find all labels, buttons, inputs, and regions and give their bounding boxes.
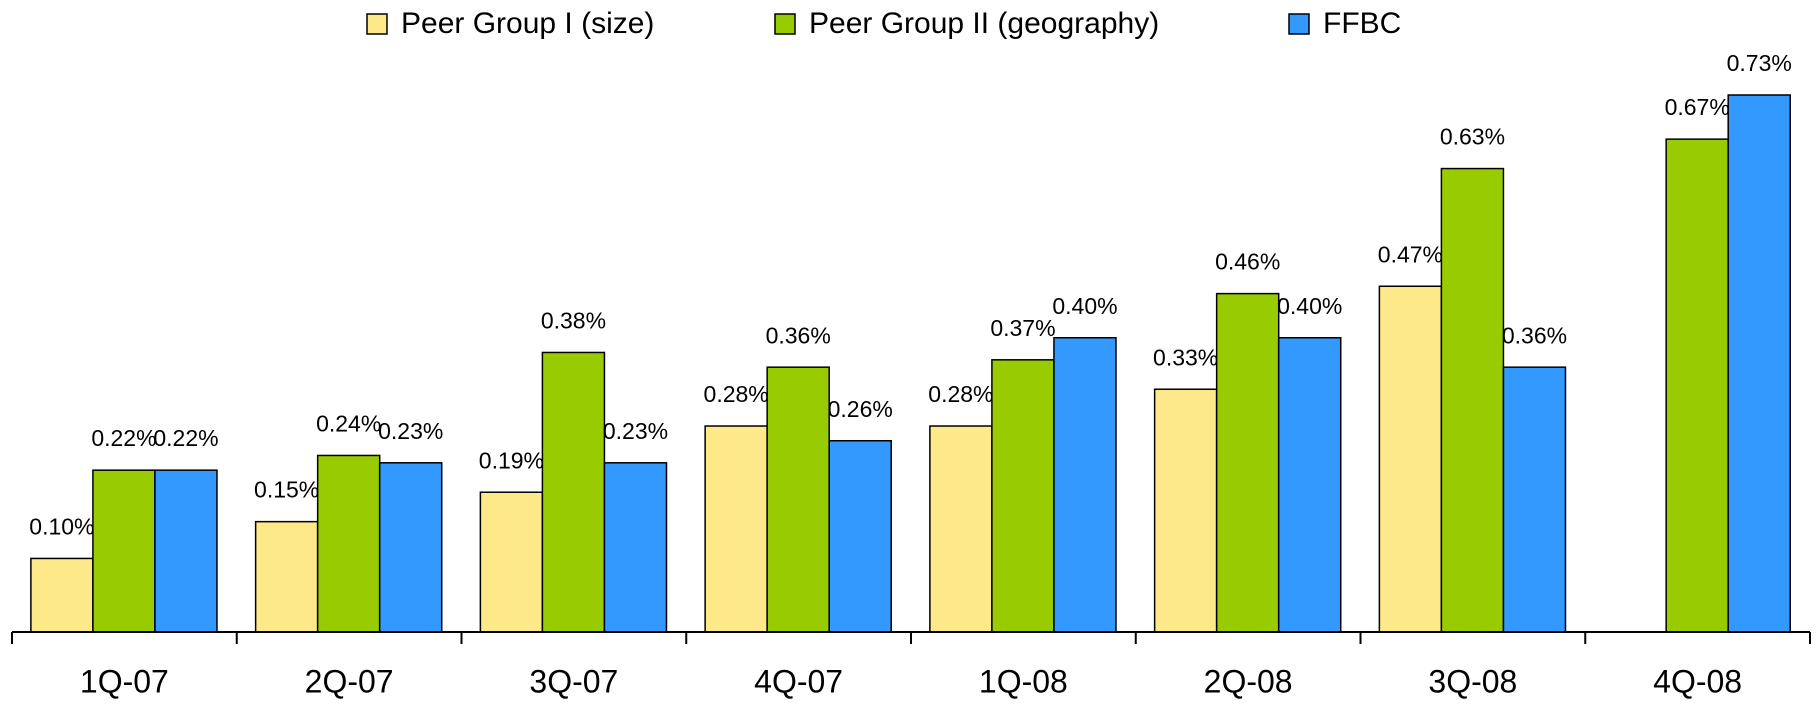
bar <box>479 491 544 633</box>
value-label: 0.26% <box>828 396 893 422</box>
bar <box>1153 388 1218 633</box>
bar <box>1502 366 1567 633</box>
bar <box>1665 138 1729 633</box>
bar <box>1277 337 1342 633</box>
x-tick-label: 4Q-07 <box>754 663 843 699</box>
value-label: 0.40% <box>1277 293 1342 319</box>
value-label: 0.38% <box>541 308 606 334</box>
value-label: 0.40% <box>1052 293 1117 319</box>
bar <box>704 425 768 633</box>
x-tick-label: 3Q-08 <box>1428 663 1517 699</box>
x-tick-label: 3Q-07 <box>529 663 618 699</box>
value-label: 0.36% <box>766 322 831 348</box>
value-label: 0.10% <box>29 514 94 540</box>
bar <box>254 520 319 633</box>
value-label: 0.36% <box>1502 322 1567 348</box>
value-label: 0.23% <box>378 418 443 444</box>
value-label: 0.63% <box>1440 124 1505 150</box>
legend-label: FFBC <box>1323 7 1401 40</box>
bar <box>316 454 381 633</box>
x-tick-label: 1Q-07 <box>80 663 169 699</box>
legend-swatch <box>366 13 388 35</box>
bar <box>766 366 830 633</box>
bar <box>541 351 606 633</box>
value-label: 0.73% <box>1727 50 1792 76</box>
value-label: 0.19% <box>479 447 544 473</box>
value-label: 0.22% <box>153 425 218 451</box>
value-label: 0.24% <box>316 411 381 437</box>
legend-swatch <box>1288 13 1310 35</box>
legend-label: Peer Group I (size) <box>401 7 654 40</box>
bar <box>30 557 94 633</box>
bar <box>991 359 1055 633</box>
bar <box>1378 285 1443 633</box>
value-label: 0.15% <box>254 477 319 503</box>
value-label: 0.67% <box>1665 94 1730 120</box>
bar <box>1215 292 1280 633</box>
legend-label: Peer Group II (geography) <box>809 7 1159 40</box>
bar <box>154 469 218 633</box>
x-tick-label: 2Q-07 <box>305 663 394 699</box>
bar <box>378 462 443 633</box>
x-tick-label: 4Q-08 <box>1653 663 1742 699</box>
bar <box>1727 94 1791 633</box>
value-label: 0.33% <box>1153 344 1218 370</box>
x-tick-label: 2Q-08 <box>1204 663 1293 699</box>
x-tick-label: 1Q-08 <box>979 663 1068 699</box>
bar <box>603 462 668 633</box>
value-label: 0.23% <box>603 418 668 444</box>
value-label: 0.47% <box>1378 241 1443 267</box>
bar <box>929 425 993 633</box>
bar <box>1053 337 1117 633</box>
value-label: 0.28% <box>928 381 993 407</box>
bar <box>92 469 156 633</box>
value-label: 0.28% <box>704 381 769 407</box>
bar <box>1440 167 1505 633</box>
bar <box>828 439 892 633</box>
value-label: 0.46% <box>1215 249 1280 275</box>
value-label: 0.37% <box>990 315 1055 341</box>
legend-swatch <box>774 13 796 35</box>
value-label: 0.22% <box>91 425 156 451</box>
